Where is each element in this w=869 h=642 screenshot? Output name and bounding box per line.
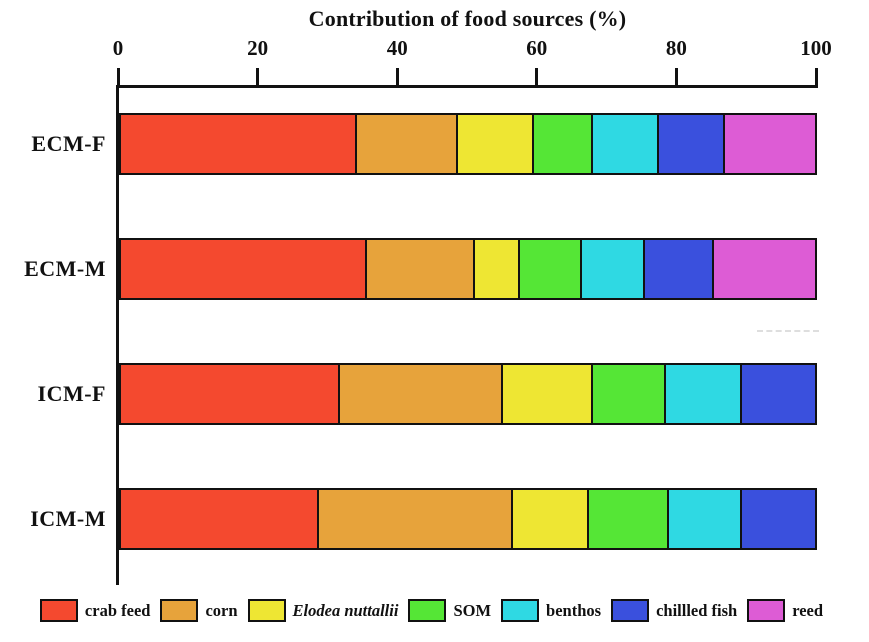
legend: crab feed corn Elodea nuttallii SOM benthos c…	[0, 599, 869, 622]
bar-segment-benthos	[665, 365, 743, 423]
legend-label: crab feed	[84, 600, 151, 620]
category-label-icm-m: ICM-M	[30, 506, 106, 531]
bar-segment-crab-feed	[121, 115, 357, 173]
bar-segment-corn	[318, 490, 514, 548]
legend-swatch	[247, 599, 286, 622]
x-tick-label: 60	[526, 36, 548, 60]
x-tick-mark	[814, 68, 818, 86]
x-tick-mark	[535, 68, 539, 86]
bar-segment-chillled-fish	[658, 115, 725, 173]
bar-row-icm-m	[119, 488, 817, 550]
bar-row-ecm-f	[119, 113, 817, 175]
y-axis-line	[116, 85, 119, 585]
legend-label: SOM	[453, 600, 492, 620]
bar-segment-elodea-nuttallii	[513, 490, 590, 548]
chart-title: Contribution of food sources (%)	[308, 6, 627, 31]
category-label-ecm-f: ECM-F	[31, 131, 106, 156]
x-tick-mark	[674, 68, 678, 86]
bar-segment-chillled-fish	[644, 240, 715, 298]
bar-segment-crab-feed	[121, 240, 368, 298]
bar-segment-corn	[356, 115, 458, 173]
legend-swatch	[408, 599, 447, 622]
bar-segment-chillled-fish	[742, 490, 815, 548]
legend-label: reed	[792, 600, 824, 620]
x-tick-mark	[395, 68, 399, 86]
legend-item-corn: corn	[160, 599, 243, 622]
x-tick-label: 20	[247, 36, 269, 60]
legend-item-reed: reed	[747, 599, 829, 622]
legend-item-chillled-fish: chillled fish	[611, 599, 743, 622]
category-label-icm-f: ICM-F	[37, 381, 106, 406]
bar-segment-som	[589, 490, 670, 548]
legend-swatch	[611, 599, 650, 622]
legend-swatch	[747, 599, 786, 622]
bar-segment-corn	[367, 240, 475, 298]
x-tick-mark	[116, 68, 120, 86]
category-label-ecm-m: ECM-M	[24, 256, 106, 281]
bars-area	[119, 87, 817, 587]
bar-row-ecm-m	[119, 238, 817, 300]
legend-item-crab-feed: crab feed	[39, 599, 157, 622]
faint-dotted-artifact	[757, 330, 819, 332]
bar-segment-crab-feed	[121, 490, 319, 548]
legend-swatch	[501, 599, 540, 622]
x-axis: 0 20 40 60 80 100	[113, 0, 832, 88]
category-labels: ECM-F ECM-M ICM-F ICM-M	[0, 0, 110, 642]
legend-label: benthos	[546, 600, 602, 620]
legend-item-benthos: benthos	[501, 599, 607, 622]
x-tick-label: 80	[665, 36, 687, 60]
x-tick-label: 100	[800, 36, 832, 60]
bar-segment-som	[520, 240, 583, 298]
bar-segment-benthos	[592, 115, 659, 173]
legend-label: Elodea nuttallii	[292, 600, 399, 620]
bar-segment-som	[592, 365, 666, 423]
bar-segment-elodea-nuttallii	[457, 115, 534, 173]
bar-segment-reed	[724, 115, 815, 173]
bar-row-icm-f	[119, 363, 817, 425]
bar-segment-crab-feed	[121, 365, 340, 423]
x-tick-label: 0	[112, 36, 124, 60]
legend-item-som: SOM	[408, 599, 497, 622]
legend-label: corn	[205, 600, 238, 620]
bar-segment-chillled-fish	[742, 365, 815, 423]
bar-segment-benthos	[669, 490, 743, 548]
legend-item-elodea-nuttallii: Elodea nuttallii	[247, 599, 405, 622]
bar-segment-reed	[714, 240, 815, 298]
bar-segment-elodea-nuttallii	[502, 365, 593, 423]
legend-label: chillled fish	[656, 600, 738, 620]
bar-segment-benthos	[582, 240, 645, 298]
bar-segment-corn	[339, 365, 503, 423]
x-axis-line	[116, 85, 818, 88]
x-tick-mark	[256, 68, 260, 86]
x-tick-label: 40	[386, 36, 408, 60]
legend-swatch	[39, 599, 78, 622]
legend-swatch	[160, 599, 199, 622]
bar-segment-som	[533, 115, 593, 173]
bar-segment-elodea-nuttallii	[474, 240, 521, 298]
